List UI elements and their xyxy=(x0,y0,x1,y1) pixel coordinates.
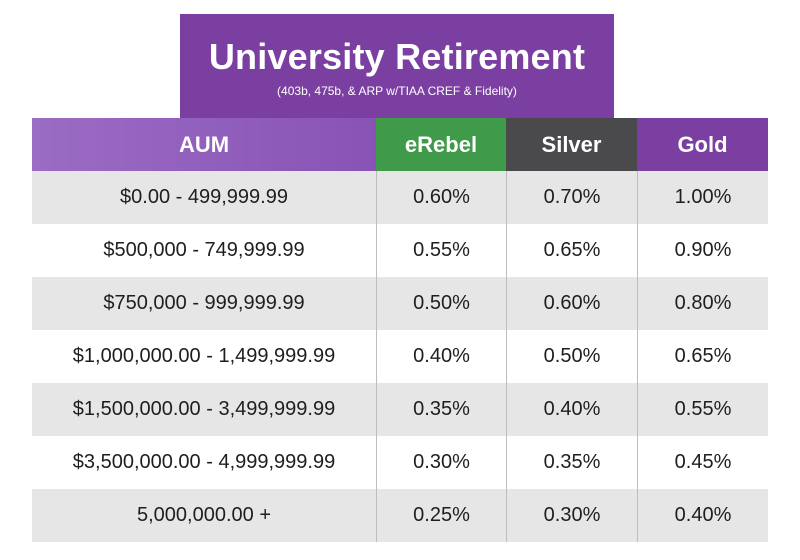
aum-range-cell: $750,000 - 999,999.99 xyxy=(103,292,305,314)
aum-range-cell: $500,000 - 749,999.99 xyxy=(103,239,305,261)
table-row: $500,000 - 749,999.99 0.55% 0.65% 0.90% xyxy=(32,224,768,277)
header-aum: AUM xyxy=(32,118,376,171)
table-row: $3,500,000.00 - 4,999,999.99 0.30% 0.35%… xyxy=(32,436,768,489)
aum-range-cell: $0.00 - 499,999.99 xyxy=(120,186,288,208)
aum-range-cell: $1,500,000.00 - 3,499,999.99 xyxy=(72,398,336,420)
header-gold: Gold xyxy=(637,118,768,171)
silver-rate-cell: 0.65% xyxy=(506,224,637,277)
header-silver: Silver xyxy=(506,118,637,171)
table-row: $0.00 - 499,999.99 0.60% 0.70% 1.00% xyxy=(32,171,768,224)
gold-rate-cell: 0.40% xyxy=(637,489,768,542)
erebel-rate-cell: 0.25% xyxy=(376,489,506,542)
silver-rate-cell: 0.40% xyxy=(506,383,637,436)
silver-rate-cell: 0.50% xyxy=(506,330,637,383)
gold-rate-cell: 0.65% xyxy=(637,330,768,383)
table-row: $1,000,000.00 - 1,499,999.99 0.40% 0.50%… xyxy=(32,330,768,383)
gold-rate-cell: 0.55% xyxy=(637,383,768,436)
aum-range-cell: $1,000,000.00 - 1,499,999.99 xyxy=(72,345,336,367)
title-banner: University Retirement (403b, 475b, & ARP… xyxy=(180,14,614,118)
gold-rate-cell: 0.45% xyxy=(637,436,768,489)
erebel-rate-cell: 0.40% xyxy=(376,330,506,383)
silver-rate-cell: 0.35% xyxy=(506,436,637,489)
fee-table: AUM eRebel Silver Gold $0.00 - 499,999.9… xyxy=(32,118,768,542)
erebel-rate-cell: 0.50% xyxy=(376,277,506,330)
erebel-rate-cell: 0.35% xyxy=(376,383,506,436)
gold-rate-cell: 0.90% xyxy=(637,224,768,277)
table-row: $1,500,000.00 - 3,499,999.99 0.35% 0.40%… xyxy=(32,383,768,436)
table-row: $750,000 - 999,999.99 0.50% 0.60% 0.80% xyxy=(32,277,768,330)
erebel-rate-cell: 0.60% xyxy=(376,171,506,224)
table-header-row: AUM eRebel Silver Gold xyxy=(32,118,768,171)
header-erebel: eRebel xyxy=(376,118,506,171)
silver-rate-cell: 0.30% xyxy=(506,489,637,542)
page-subtitle: (403b, 475b, & ARP w/TIAA CREF & Fidelit… xyxy=(277,84,517,98)
aum-range-cell: $3,500,000.00 - 4,999,999.99 xyxy=(72,451,336,473)
silver-rate-cell: 0.70% xyxy=(506,171,637,224)
gold-rate-cell: 0.80% xyxy=(637,277,768,330)
table-row: 5,000,000.00 + 0.25% 0.30% 0.40% xyxy=(32,489,768,542)
erebel-rate-cell: 0.55% xyxy=(376,224,506,277)
page-title: University Retirement xyxy=(208,36,586,77)
gold-rate-cell: 1.00% xyxy=(637,171,768,224)
silver-rate-cell: 0.60% xyxy=(506,277,637,330)
erebel-rate-cell: 0.30% xyxy=(376,436,506,489)
aum-range-cell: 5,000,000.00 + xyxy=(136,504,271,526)
